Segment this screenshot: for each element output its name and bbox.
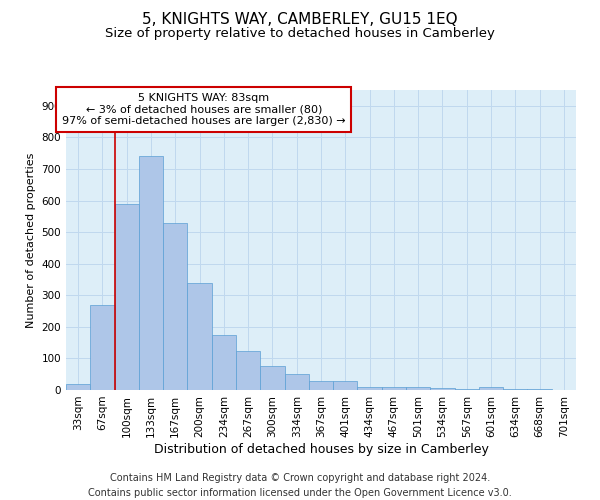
Bar xyxy=(66,384,90,390)
X-axis label: Distribution of detached houses by size in Camberley: Distribution of detached houses by size … xyxy=(154,442,488,456)
Bar xyxy=(115,204,139,390)
Bar xyxy=(260,366,284,390)
Bar xyxy=(479,387,503,390)
Text: Contains HM Land Registry data © Crown copyright and database right 2024.
Contai: Contains HM Land Registry data © Crown c… xyxy=(88,472,512,498)
Bar xyxy=(309,380,333,390)
Bar xyxy=(139,156,163,390)
Bar xyxy=(430,388,455,390)
Y-axis label: Number of detached properties: Number of detached properties xyxy=(26,152,36,328)
Bar xyxy=(333,380,358,390)
Bar xyxy=(455,389,479,390)
Bar xyxy=(284,374,309,390)
Bar xyxy=(236,350,260,390)
Text: Size of property relative to detached houses in Camberley: Size of property relative to detached ho… xyxy=(105,28,495,40)
Bar xyxy=(212,334,236,390)
Bar xyxy=(382,387,406,390)
Bar xyxy=(358,387,382,390)
Bar xyxy=(187,282,212,390)
Text: 5, KNIGHTS WAY, CAMBERLEY, GU15 1EQ: 5, KNIGHTS WAY, CAMBERLEY, GU15 1EQ xyxy=(142,12,458,28)
Text: 5 KNIGHTS WAY: 83sqm
← 3% of detached houses are smaller (80)
97% of semi-detach: 5 KNIGHTS WAY: 83sqm ← 3% of detached ho… xyxy=(62,93,346,126)
Bar xyxy=(406,387,430,390)
Bar xyxy=(163,222,187,390)
Bar xyxy=(90,304,115,390)
